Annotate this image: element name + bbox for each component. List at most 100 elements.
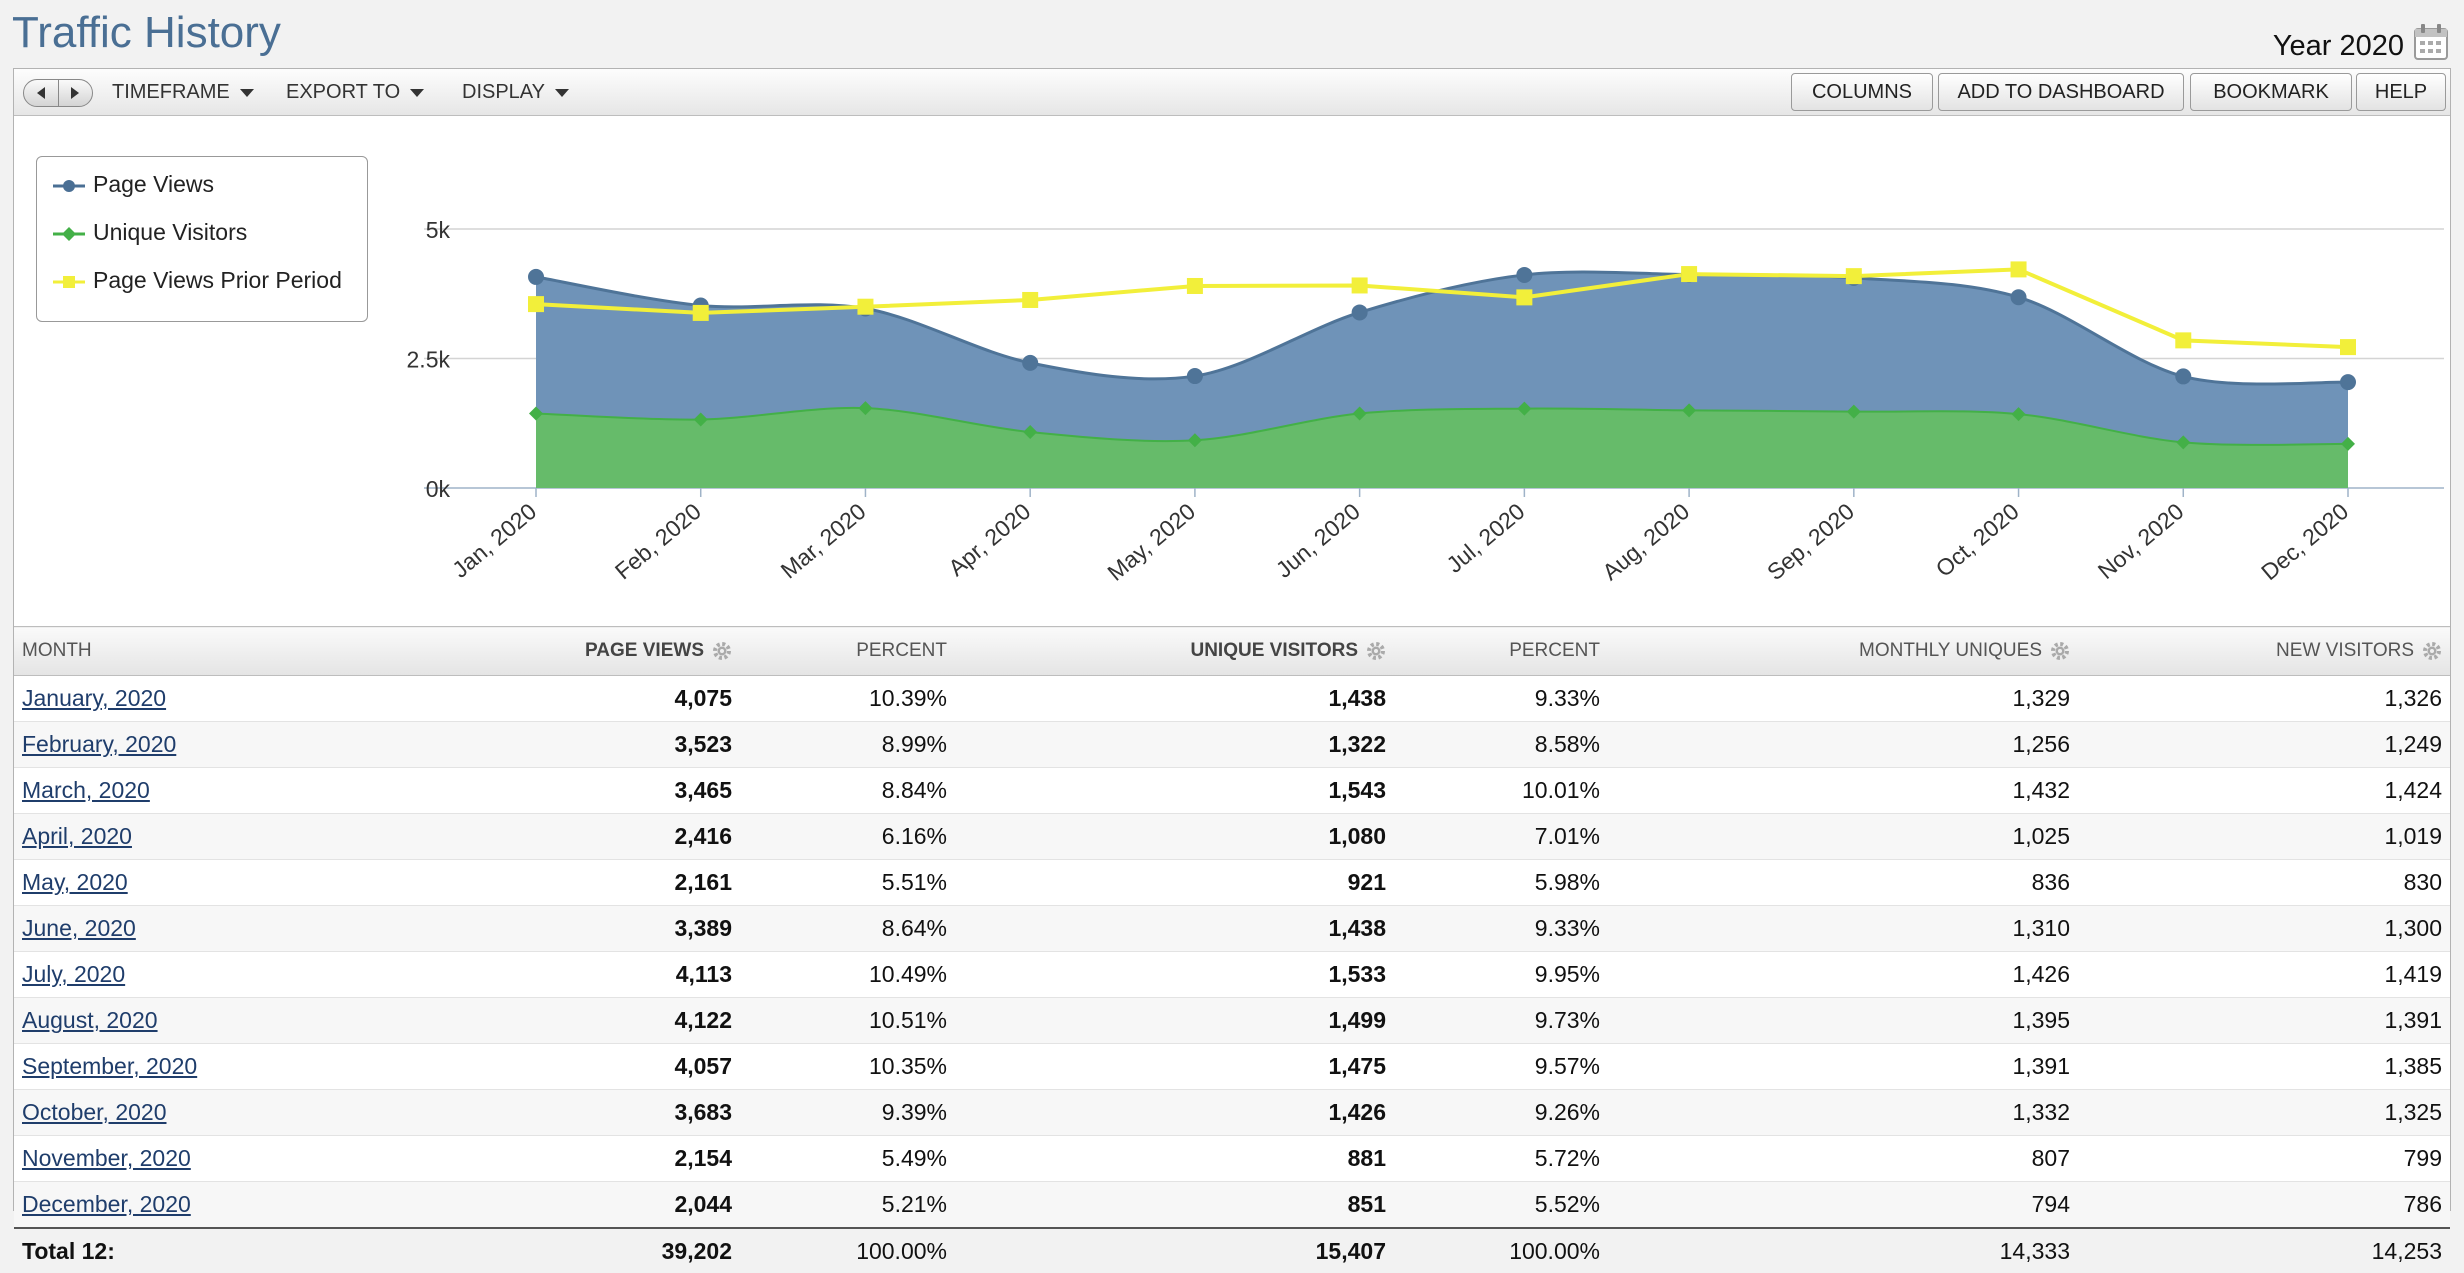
month-link[interactable]: April, 2020 xyxy=(22,823,132,849)
cell-unique-visitors: 1,543 xyxy=(955,767,1394,814)
x-tick-label: Aug, 2020 xyxy=(1597,498,1694,585)
cell-monthly-uniques: 1,391 xyxy=(1608,1043,2078,1090)
cell-monthly-uniques: 1,329 xyxy=(1608,675,2078,722)
cell-month: October, 2020 xyxy=(14,1089,304,1136)
unique-visitors-point xyxy=(529,406,543,421)
x-tick-label: Dec, 2020 xyxy=(2256,498,2353,585)
cell-unique-visitors: 1,533 xyxy=(955,951,1394,998)
legend-item-page-views[interactable]: Page Views xyxy=(53,169,214,199)
y-tick-label: 0k xyxy=(426,476,451,502)
caret-down-icon xyxy=(555,88,569,97)
month-link[interactable]: August, 2020 xyxy=(22,1007,158,1033)
gear-icon[interactable] xyxy=(2050,641,2070,661)
unique-visitors-point xyxy=(1187,433,1202,448)
total-new-visitors: 14,253 xyxy=(2078,1227,2450,1273)
x-tick-label: Jul, 2020 xyxy=(1441,498,1529,578)
cell-month: August, 2020 xyxy=(14,997,304,1044)
month-link[interactable]: March, 2020 xyxy=(22,777,150,803)
timeframe-label: TIMEFRAME xyxy=(112,81,230,103)
cell-monthly-uniques: 1,395 xyxy=(1608,997,2078,1044)
unique-visitors-point xyxy=(858,401,873,416)
export-menu[interactable]: EXPORT TO xyxy=(286,69,425,115)
next-period-button[interactable] xyxy=(57,80,93,106)
page-views-point xyxy=(1186,368,1203,385)
table-body: January, 2020 4,075 10.39% 1,438 9.33% 1,329 1… xyxy=(14,675,2450,1229)
cell-percent: 9.26% xyxy=(1394,1089,1608,1136)
prior-period-point xyxy=(2010,261,2027,278)
table-header-row: MONTH PAGE VIEWS PERCENT UNIQUE VISITORS… xyxy=(14,626,2450,676)
gear-icon[interactable] xyxy=(2422,641,2442,661)
cell-month: September, 2020 xyxy=(14,1043,304,1090)
col-header-page-views[interactable]: PAGE VIEWS xyxy=(304,626,740,676)
col-header-new-visitors[interactable]: NEW VISITORS xyxy=(2078,626,2450,676)
cell-percent: 5.98% xyxy=(1394,859,1608,906)
gear-icon[interactable] xyxy=(1366,641,1386,661)
table-row: June, 2020 3,389 8.64% 1,438 9.33% 1,310 1,300 xyxy=(14,905,2450,952)
help-button[interactable]: HELP xyxy=(2356,73,2446,111)
col-header-percent[interactable]: PERCENT xyxy=(1394,626,1608,676)
cell-month: April, 2020 xyxy=(14,813,304,860)
unique-visitors-line xyxy=(535,406,2349,446)
prior-period-point xyxy=(1681,266,1698,283)
month-link[interactable]: June, 2020 xyxy=(22,915,136,941)
legend-label: Page Views Prior Period xyxy=(93,267,342,293)
arrow-right-icon xyxy=(71,87,80,99)
cell-unique-visitors: 1,438 xyxy=(955,675,1394,722)
month-link[interactable]: October, 2020 xyxy=(22,1099,167,1125)
add-to-dashboard-button[interactable]: ADD TO DASHBOARD xyxy=(1938,73,2184,111)
cell-percent: 10.49% xyxy=(740,951,955,998)
cell-percent: 8.64% xyxy=(740,905,955,952)
cell-month: March, 2020 xyxy=(14,767,304,814)
x-tick-label: May, 2020 xyxy=(1102,498,1200,586)
col-header-percent[interactable]: PERCENT xyxy=(740,626,955,676)
legend-item-prior-period[interactable]: Page Views Prior Period xyxy=(53,265,342,295)
cell-page-views: 4,057 xyxy=(304,1043,740,1090)
cell-month: February, 2020 xyxy=(14,721,304,768)
cell-month: January, 2020 xyxy=(14,675,304,722)
bookmark-button[interactable]: BOOKMARK xyxy=(2190,73,2352,111)
prior-period-point xyxy=(1022,291,1039,308)
display-menu[interactable]: DISPLAY xyxy=(462,69,569,115)
cell-new-visitors: 1,019 xyxy=(2078,813,2450,860)
legend-item-unique-visitors[interactable]: Unique Visitors xyxy=(53,217,247,247)
col-header-month[interactable]: MONTH xyxy=(14,626,304,676)
month-link[interactable]: July, 2020 xyxy=(22,961,126,987)
cell-percent: 5.52% xyxy=(1394,1181,1608,1229)
gear-icon[interactable] xyxy=(712,641,732,661)
prior-period-point xyxy=(2340,339,2356,356)
month-link[interactable]: May, 2020 xyxy=(22,869,128,895)
table-row: December, 2020 2,044 5.21% 851 5.52% 794 786 xyxy=(14,1181,2450,1229)
month-link[interactable]: September, 2020 xyxy=(22,1053,198,1079)
month-link[interactable]: February, 2020 xyxy=(22,731,177,757)
period-nav xyxy=(23,79,93,107)
cell-page-views: 4,122 xyxy=(304,997,740,1044)
total-unique-visitors: 15,407 xyxy=(955,1227,1394,1273)
month-link[interactable]: November, 2020 xyxy=(22,1145,191,1171)
prior-period-point xyxy=(1351,277,1368,294)
cell-monthly-uniques: 794 xyxy=(1608,1181,2078,1229)
cell-monthly-uniques: 1,432 xyxy=(1608,767,2078,814)
cell-monthly-uniques: 807 xyxy=(1608,1135,2078,1182)
cell-new-visitors: 1,391 xyxy=(2078,997,2450,1044)
cell-month: May, 2020 xyxy=(14,859,304,906)
col-header-monthly-uniques[interactable]: MONTHLY UNIQUES xyxy=(1608,626,2078,676)
traffic-table: MONTH PAGE VIEWS PERCENT UNIQUE VISITORS… xyxy=(14,626,2450,1273)
cell-percent: 5.21% xyxy=(740,1181,955,1229)
x-tick-label: Mar, 2020 xyxy=(776,498,871,584)
calendar-icon[interactable] xyxy=(2412,22,2450,62)
col-header-unique-visitors[interactable]: UNIQUE VISITORS xyxy=(955,626,1394,676)
table-row: July, 2020 4,113 10.49% 1,533 9.95% 1,426 1,41… xyxy=(14,951,2450,998)
month-link[interactable]: December, 2020 xyxy=(22,1191,191,1217)
columns-button[interactable]: COLUMNS xyxy=(1791,73,1933,111)
month-link[interactable]: January, 2020 xyxy=(22,685,167,711)
cell-page-views: 4,113 xyxy=(304,951,740,998)
prev-period-button[interactable] xyxy=(24,80,58,106)
table-row: May, 2020 2,161 5.51% 921 5.98% 836 830 xyxy=(14,859,2450,906)
unique-visitors-point xyxy=(1682,403,1697,418)
cell-percent: 5.51% xyxy=(740,859,955,906)
page-views-point xyxy=(1022,354,1039,371)
legend-label: Unique Visitors xyxy=(93,219,248,245)
timeframe-menu[interactable]: TIMEFRAME xyxy=(112,69,254,115)
arrow-left-icon xyxy=(36,87,45,99)
legend-label: Page Views xyxy=(93,171,215,197)
